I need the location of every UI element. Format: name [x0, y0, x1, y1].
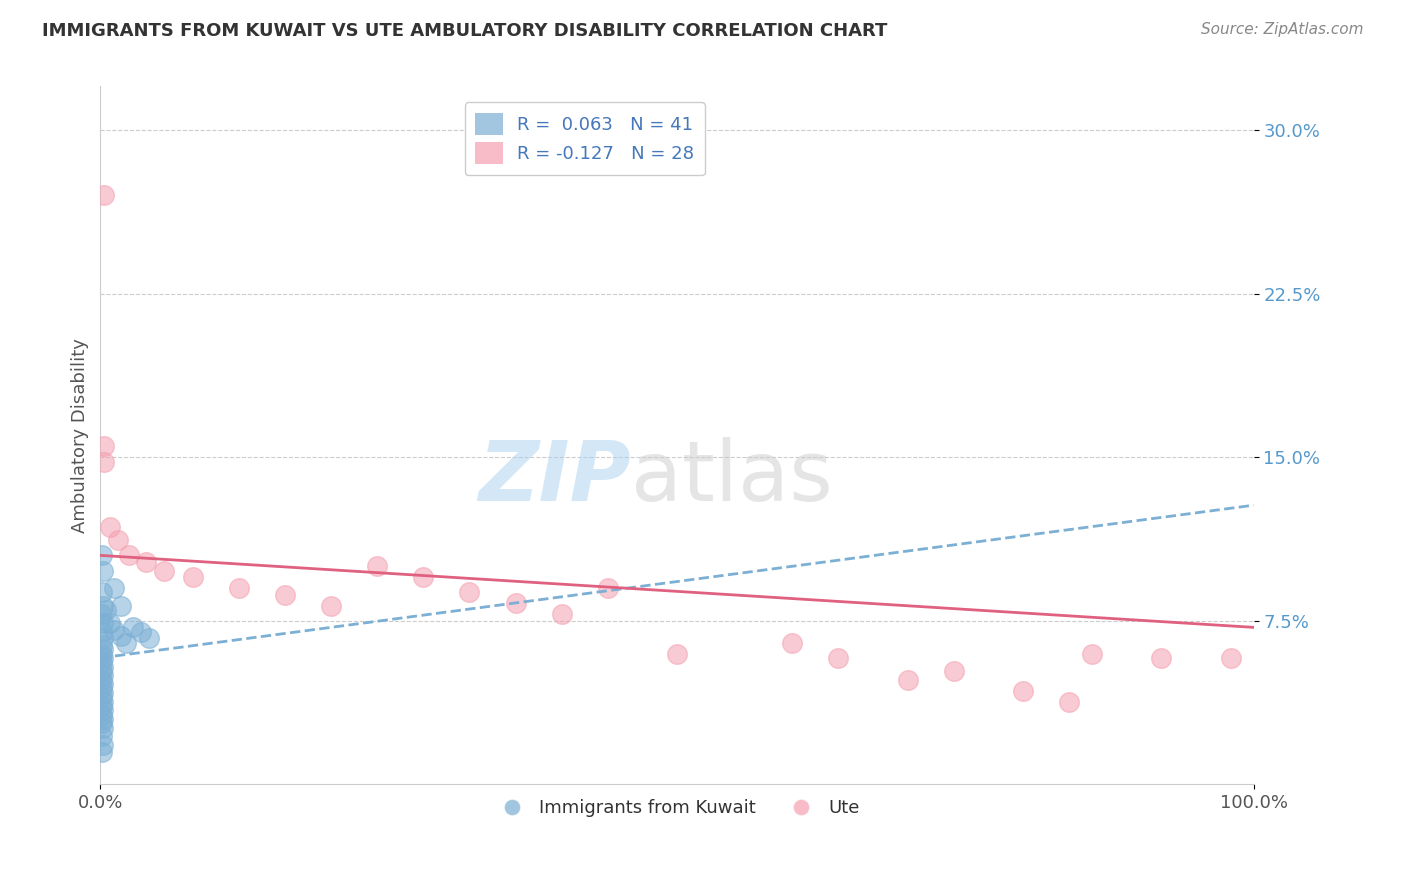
Text: Source: ZipAtlas.com: Source: ZipAtlas.com [1201, 22, 1364, 37]
Point [91, 694, 114, 708]
Text: atlas: atlas [631, 437, 832, 517]
Point [93, 188, 115, 202]
Point [90, 638, 112, 652]
Point [228, 581, 250, 595]
Point [942, 664, 965, 678]
Point [90, 655, 112, 669]
Point [91, 659, 114, 673]
Point [94, 603, 117, 617]
Point [91, 642, 114, 657]
Point [91, 712, 114, 726]
Legend: Immigrants from Kuwait, Ute: Immigrants from Kuwait, Ute [486, 792, 868, 824]
Point [90, 647, 112, 661]
Point [90, 745, 112, 759]
Point [90, 707, 112, 722]
Point [91, 721, 114, 735]
Point [1057, 694, 1080, 708]
Point [90, 698, 112, 713]
Point [90, 585, 112, 599]
Point [897, 673, 920, 687]
Point [91, 599, 114, 613]
Point [91, 668, 114, 682]
Point [91, 564, 114, 578]
Point [1219, 651, 1241, 665]
Text: IMMIGRANTS FROM KUWAIT VS UTE AMBULATORY DISABILITY CORRELATION CHART: IMMIGRANTS FROM KUWAIT VS UTE AMBULATORY… [42, 22, 887, 40]
Point [121, 620, 143, 634]
Point [98, 615, 121, 630]
Point [181, 570, 204, 584]
Point [91, 738, 114, 752]
Point [90, 730, 112, 744]
Point [90, 624, 112, 639]
Point [91, 651, 114, 665]
Point [827, 651, 849, 665]
Point [458, 585, 481, 599]
Point [107, 533, 129, 547]
Point [505, 596, 527, 610]
Point [114, 635, 136, 649]
Point [90, 716, 112, 731]
Point [665, 647, 688, 661]
Point [412, 570, 434, 584]
Point [91, 677, 114, 691]
Point [90, 690, 112, 705]
Point [90, 681, 112, 696]
Point [596, 581, 619, 595]
Point [110, 629, 132, 643]
Point [319, 599, 342, 613]
Point [1150, 651, 1173, 665]
Point [103, 581, 125, 595]
Point [91, 703, 114, 717]
Point [366, 559, 388, 574]
Point [93, 439, 115, 453]
Point [91, 615, 114, 630]
Point [129, 624, 152, 639]
Point [550, 607, 572, 622]
Point [782, 635, 804, 649]
Point [135, 555, 157, 569]
Point [1081, 647, 1104, 661]
Point [90, 664, 112, 678]
Point [90, 549, 112, 563]
Point [1012, 683, 1035, 698]
Point [98, 520, 121, 534]
Text: ZIP: ZIP [478, 437, 631, 517]
Point [110, 599, 132, 613]
Point [118, 549, 141, 563]
Point [91, 686, 114, 700]
Point [90, 607, 112, 622]
Point [103, 623, 125, 637]
Point [90, 673, 112, 687]
Point [152, 564, 174, 578]
Y-axis label: Ambulatory Disability: Ambulatory Disability [72, 338, 89, 533]
Point [93, 454, 115, 468]
Point [138, 632, 160, 646]
Point [274, 588, 297, 602]
Point [91, 632, 114, 646]
